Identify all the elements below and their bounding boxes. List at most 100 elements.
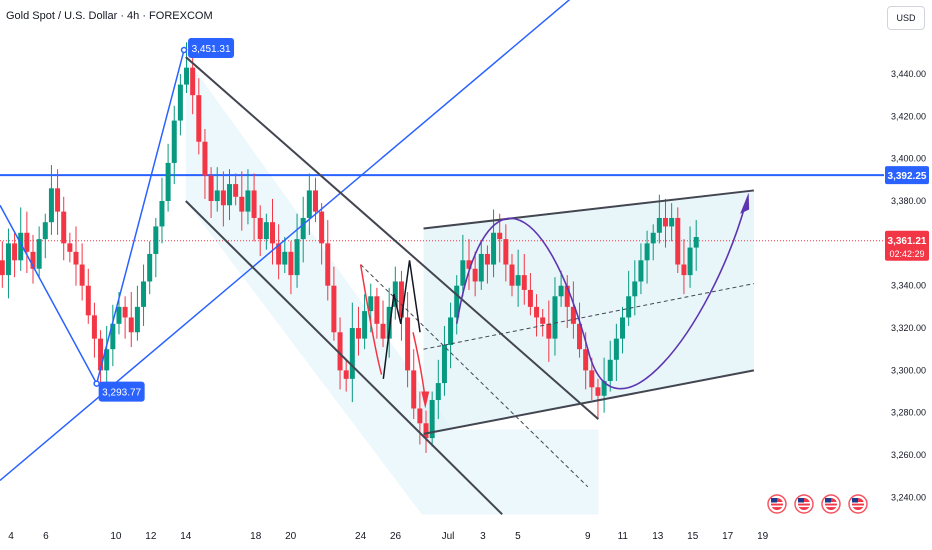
candle bbox=[687, 226, 693, 288]
x-tick-label: 19 bbox=[757, 531, 769, 542]
candle bbox=[343, 359, 349, 392]
candle-body bbox=[540, 317, 546, 324]
candle-body bbox=[675, 217, 681, 265]
candle-body bbox=[349, 328, 355, 379]
candle bbox=[79, 243, 85, 301]
candle bbox=[435, 359, 441, 420]
candle-body bbox=[595, 387, 601, 396]
candle-body bbox=[177, 84, 183, 121]
candle-body bbox=[36, 239, 42, 269]
candle bbox=[405, 292, 411, 388]
candle-body bbox=[693, 237, 699, 248]
candle-body bbox=[435, 383, 441, 401]
candle-body bbox=[626, 296, 632, 318]
countdown-label: 02:42:29 bbox=[889, 249, 924, 259]
candle bbox=[355, 306, 361, 356]
flag-canton bbox=[852, 498, 858, 503]
candle-body bbox=[147, 253, 153, 282]
candle bbox=[392, 266, 398, 320]
candle-body bbox=[650, 232, 656, 244]
candle bbox=[681, 239, 687, 295]
candle bbox=[239, 171, 245, 231]
candle-body bbox=[257, 217, 263, 240]
candle-body bbox=[577, 323, 583, 350]
channel-drawings bbox=[0, 57, 884, 515]
candle bbox=[331, 266, 337, 341]
candle-body bbox=[24, 232, 30, 252]
x-tick-label: 9 bbox=[585, 531, 591, 542]
candle bbox=[472, 251, 478, 297]
candle-body bbox=[5, 243, 11, 276]
candle-body bbox=[0, 260, 5, 276]
us-flag-icon[interactable] bbox=[794, 494, 814, 514]
y-tick-label: 3,260.00 bbox=[891, 450, 926, 460]
flag-stripe bbox=[771, 502, 783, 504]
candle bbox=[0, 241, 5, 288]
callout-label: 3,451.31 bbox=[192, 44, 231, 55]
candle bbox=[374, 287, 380, 339]
candle-body bbox=[398, 281, 404, 318]
candle bbox=[245, 169, 251, 225]
us-flag-icon[interactable] bbox=[821, 494, 841, 514]
candle-body bbox=[55, 188, 61, 212]
candle-body bbox=[521, 275, 527, 290]
candle-body bbox=[79, 264, 85, 286]
trendline-overlay: 3,451.31 3,293.77 bbox=[0, 0, 755, 516]
candle bbox=[5, 228, 11, 299]
us-flag-icon[interactable] bbox=[767, 494, 787, 514]
purple-arrow-head bbox=[740, 192, 750, 214]
candle-body bbox=[306, 190, 312, 218]
candle bbox=[503, 224, 509, 282]
candle bbox=[509, 253, 515, 297]
candle-body bbox=[552, 296, 558, 339]
candle-body bbox=[663, 217, 669, 227]
candle bbox=[448, 302, 454, 369]
candle-body bbox=[386, 306, 392, 339]
candle bbox=[122, 296, 128, 339]
x-tick-label: Jul bbox=[442, 531, 455, 542]
candle-body bbox=[300, 217, 306, 240]
flag-canton bbox=[798, 498, 804, 503]
x-tick-label: 4 bbox=[8, 531, 14, 542]
candle-body bbox=[331, 285, 337, 333]
candle-body bbox=[202, 141, 208, 176]
candle bbox=[601, 357, 607, 413]
candle-body bbox=[343, 370, 349, 379]
callout-box bbox=[188, 38, 235, 59]
candle-body bbox=[441, 344, 447, 384]
projection-zigzag bbox=[382, 260, 421, 379]
candle-body bbox=[12, 243, 18, 261]
x-tick-label: 24 bbox=[355, 531, 367, 542]
currency-button[interactable]: USD bbox=[887, 6, 925, 30]
candle bbox=[466, 239, 472, 290]
candle bbox=[693, 220, 699, 271]
candle bbox=[196, 78, 202, 155]
candle bbox=[282, 237, 288, 273]
candle bbox=[362, 294, 368, 350]
candle-body bbox=[368, 296, 374, 312]
flag-stripe bbox=[852, 502, 864, 504]
candle-body bbox=[687, 247, 693, 276]
x-tick-label: 14 bbox=[180, 531, 192, 542]
current-price-tag bbox=[885, 230, 929, 261]
candle-body bbox=[570, 306, 576, 324]
candle bbox=[429, 391, 435, 447]
candle-body bbox=[509, 264, 515, 286]
candle bbox=[110, 304, 116, 367]
candle-body bbox=[337, 332, 343, 371]
candle-body bbox=[165, 162, 171, 202]
flag-canton bbox=[771, 498, 777, 503]
candle-body bbox=[134, 306, 140, 333]
candle bbox=[134, 285, 140, 341]
callout-anchor bbox=[180, 46, 188, 54]
candle bbox=[42, 213, 48, 259]
y-tick-label: 3,300.00 bbox=[891, 365, 926, 375]
candle-body bbox=[546, 323, 552, 339]
candle bbox=[202, 129, 208, 199]
candle bbox=[484, 245, 490, 284]
y-tick-label: 3,340.00 bbox=[891, 281, 926, 291]
us-flag-icon[interactable] bbox=[848, 494, 868, 514]
symbol-title[interactable]: Gold Spot / U.S. Dollar · 4h · FOREXCOM bbox=[6, 10, 213, 22]
candle-body bbox=[91, 315, 97, 339]
